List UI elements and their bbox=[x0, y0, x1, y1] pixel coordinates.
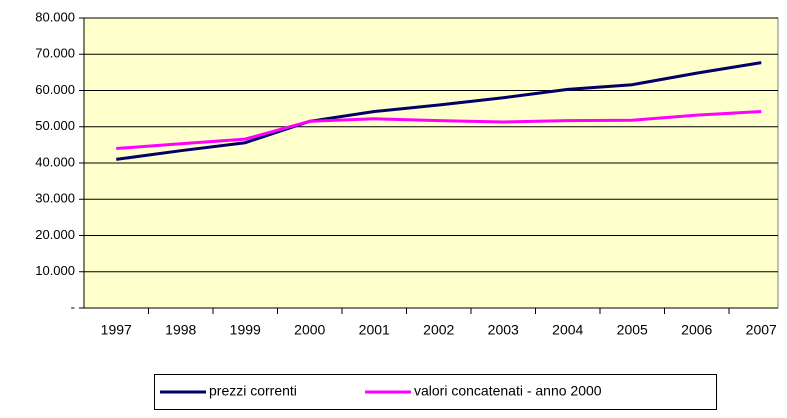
legend-label: valori concatenati - anno 2000 bbox=[414, 383, 602, 399]
x-tick-label: 2004 bbox=[552, 322, 583, 338]
y-tick-label: 30.000 bbox=[35, 191, 75, 206]
x-tick-label: 2000 bbox=[294, 322, 325, 338]
x-tick-label: 2003 bbox=[488, 322, 519, 338]
y-tick-label: 40.000 bbox=[35, 154, 75, 169]
y-tick-label: 60.000 bbox=[35, 82, 75, 97]
y-tick-label: 20.000 bbox=[35, 227, 75, 242]
x-tick-label: 2007 bbox=[746, 322, 777, 338]
series-line bbox=[116, 61, 762, 161]
legend-label: prezzi correnti bbox=[209, 383, 297, 399]
x-tick-label: 2005 bbox=[617, 322, 648, 338]
x-tick-label: 2001 bbox=[359, 322, 390, 338]
legend-box bbox=[154, 374, 717, 410]
x-tick-label: 2006 bbox=[681, 322, 712, 338]
x-tick-label: 2002 bbox=[423, 322, 454, 338]
y-tick-label: - bbox=[71, 299, 75, 314]
y-tick-label: 70.000 bbox=[35, 46, 75, 61]
y-tick-label: 50.000 bbox=[35, 118, 75, 133]
series-line bbox=[116, 110, 762, 150]
y-tick-label: 80.000 bbox=[35, 9, 75, 24]
x-tick-label: 1997 bbox=[101, 322, 132, 338]
x-tick-label: 1999 bbox=[230, 322, 261, 338]
y-tick-label: 10.000 bbox=[35, 263, 75, 278]
x-tick-label: 1998 bbox=[165, 322, 196, 338]
